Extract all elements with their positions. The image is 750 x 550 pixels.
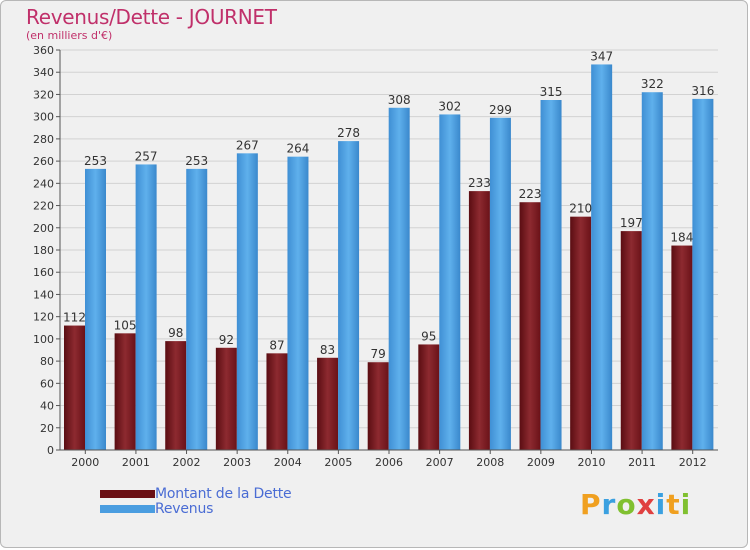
bar-debt xyxy=(570,216,592,450)
legend-label-debt: Montant de la Dette xyxy=(155,486,292,502)
data-label-revenus: 264 xyxy=(287,142,310,156)
y-tick-label: 220 xyxy=(33,200,54,213)
data-label-revenus: 316 xyxy=(691,84,714,98)
data-label-debt: 223 xyxy=(519,187,542,201)
x-tick-label: 2003 xyxy=(223,456,251,469)
bar-debt xyxy=(114,333,136,450)
x-tick-label: 2004 xyxy=(274,456,302,469)
y-tick-label: 240 xyxy=(33,177,54,190)
data-label-debt: 87 xyxy=(269,338,284,352)
bar-debt xyxy=(367,362,389,450)
bar-revenus xyxy=(439,114,461,450)
bar-revenus xyxy=(641,92,663,450)
legend-item-revenus: Revenus xyxy=(100,501,213,517)
y-tick-label: 40 xyxy=(40,400,54,413)
data-label-revenus: 253 xyxy=(84,154,107,168)
y-tick-label: 0 xyxy=(47,444,54,457)
y-tick-label: 120 xyxy=(33,311,54,324)
bar-revenus xyxy=(540,100,562,450)
data-label-revenus: 299 xyxy=(489,103,512,117)
bar-revenus xyxy=(236,153,258,451)
y-tick-label: 360 xyxy=(33,44,54,57)
data-label-revenus: 302 xyxy=(438,99,461,113)
x-tick-label: 2000 xyxy=(71,456,99,469)
y-tick-label: 60 xyxy=(40,377,54,390)
bar-debt xyxy=(64,325,85,450)
data-label-revenus: 315 xyxy=(540,85,563,99)
x-tick-label: 2001 xyxy=(122,456,150,469)
bar-debt xyxy=(165,341,187,450)
x-tick-label: 2007 xyxy=(426,456,454,469)
bar-debt xyxy=(215,347,237,450)
legend-swatch-debt xyxy=(100,490,155,498)
x-tick-label: 2002 xyxy=(173,456,201,469)
y-tick-label: 280 xyxy=(33,133,54,146)
data-label-debt: 210 xyxy=(569,202,592,216)
bar-debt xyxy=(468,191,490,450)
y-tick-label: 180 xyxy=(33,244,54,257)
legend-label-revenus: Revenus xyxy=(155,501,214,517)
legend-item-debt: Montant de la Dette xyxy=(100,486,292,502)
data-label-debt: 233 xyxy=(468,176,491,190)
x-tick-label: 2009 xyxy=(527,456,555,469)
bar-revenus xyxy=(287,156,309,450)
data-label-debt: 83 xyxy=(320,343,335,357)
x-tick-label: 2010 xyxy=(577,456,605,469)
bar-revenus xyxy=(135,164,157,450)
data-label-revenus: 308 xyxy=(388,93,411,107)
x-tick-label: 2006 xyxy=(375,456,403,469)
bar-revenus xyxy=(591,64,613,450)
bar-revenus xyxy=(489,117,511,451)
bar-revenus xyxy=(692,98,714,450)
x-tick-label: 2005 xyxy=(324,456,352,469)
data-label-debt: 184 xyxy=(670,231,693,245)
data-label-revenus: 322 xyxy=(641,77,664,91)
data-label-debt: 95 xyxy=(421,329,436,343)
y-tick-label: 300 xyxy=(33,111,54,124)
y-tick-label: 80 xyxy=(40,355,54,368)
proxiti-logo: Proxiti xyxy=(580,488,692,521)
legend-swatch-revenus xyxy=(100,505,155,513)
data-label-debt: 105 xyxy=(114,318,137,332)
data-label-revenus: 257 xyxy=(135,149,158,163)
data-label-revenus: 253 xyxy=(185,154,208,168)
y-tick-label: 340 xyxy=(33,66,54,79)
bar-revenus xyxy=(85,168,106,450)
x-tick-label: 2008 xyxy=(476,456,504,469)
chart-subtitle: (en milliers d'€) xyxy=(26,29,113,42)
data-label-debt: 98 xyxy=(168,326,183,340)
y-tick-label: 140 xyxy=(33,288,54,301)
data-label-debt: 112 xyxy=(63,311,86,325)
bar-debt xyxy=(519,202,541,450)
bar-debt xyxy=(671,245,693,450)
bar-revenus xyxy=(186,168,208,450)
y-tick-label: 260 xyxy=(33,155,54,168)
data-label-revenus: 347 xyxy=(590,49,613,63)
chart-title: Revenus/Dette - JOURNET xyxy=(26,5,277,29)
bar-revenus xyxy=(388,107,410,451)
data-label-revenus: 267 xyxy=(236,138,259,152)
y-tick-label: 200 xyxy=(33,222,54,235)
data-label-revenus: 278 xyxy=(337,126,360,140)
bar-debt xyxy=(418,344,440,450)
y-tick-label: 320 xyxy=(33,88,54,101)
y-tick-label: 100 xyxy=(33,333,54,346)
bar-debt xyxy=(266,353,288,450)
data-label-debt: 197 xyxy=(620,216,643,230)
y-tick-label: 20 xyxy=(40,422,54,435)
bar-debt xyxy=(620,231,642,450)
x-tick-label: 2012 xyxy=(679,456,707,469)
data-label-debt: 92 xyxy=(219,333,234,347)
data-label-debt: 79 xyxy=(371,347,386,361)
y-tick-label: 160 xyxy=(33,266,54,279)
bar-revenus xyxy=(338,141,360,450)
x-tick-label: 2011 xyxy=(628,456,656,469)
bar-debt xyxy=(317,357,339,450)
